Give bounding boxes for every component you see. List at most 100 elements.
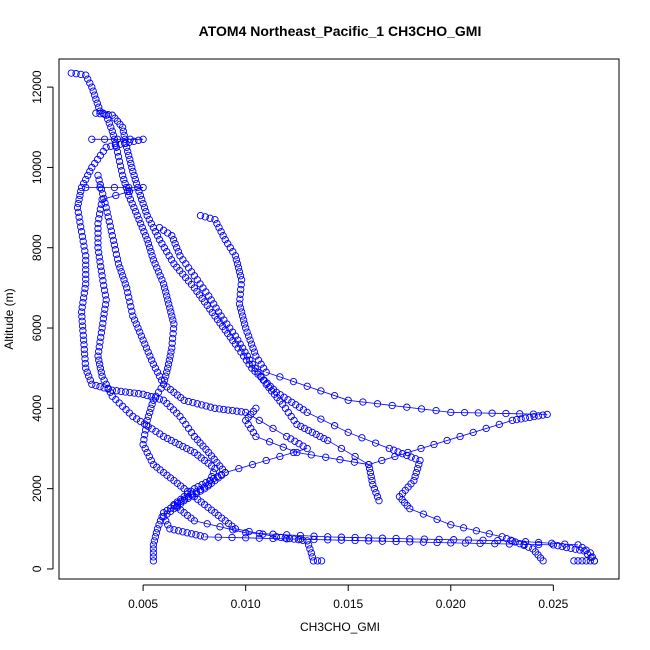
data-point xyxy=(148,252,156,260)
series-layer xyxy=(67,69,599,565)
data-point xyxy=(76,218,84,226)
data-point xyxy=(146,352,154,360)
data-point xyxy=(117,167,126,175)
data-point xyxy=(156,517,165,525)
y-axis-label: Altitude (m) xyxy=(2,288,16,349)
data-point xyxy=(98,272,106,280)
data-point xyxy=(224,406,232,414)
data-point xyxy=(243,352,252,360)
x-tick-label: 0.005 xyxy=(128,597,158,611)
data-point xyxy=(103,208,111,216)
data-point xyxy=(213,219,221,228)
data-point xyxy=(149,541,158,549)
data-point xyxy=(516,410,524,418)
data-point xyxy=(95,248,103,257)
series-connector xyxy=(255,436,298,453)
data-point xyxy=(100,310,108,318)
data-point xyxy=(183,529,191,537)
data-series xyxy=(73,135,599,565)
data-point xyxy=(561,540,569,548)
data-point xyxy=(164,521,172,529)
series-connector xyxy=(409,508,451,526)
data-point xyxy=(112,191,120,200)
data-point xyxy=(170,526,178,534)
data-point xyxy=(164,360,173,368)
data-point xyxy=(81,355,89,363)
data-point xyxy=(139,336,147,344)
data-point xyxy=(330,391,339,400)
data-point xyxy=(82,266,90,274)
data-point xyxy=(120,276,128,284)
data-point xyxy=(116,140,124,148)
data-point xyxy=(81,359,89,368)
data-point xyxy=(162,517,170,525)
data-point xyxy=(228,533,236,542)
data-point xyxy=(308,428,316,437)
data-point xyxy=(142,344,151,352)
data-point xyxy=(86,376,94,384)
data-point xyxy=(169,330,177,338)
data-point xyxy=(269,424,277,433)
data-point xyxy=(78,322,87,330)
data-point xyxy=(229,526,237,534)
data-point xyxy=(508,537,516,545)
data-point xyxy=(118,123,127,131)
data-point xyxy=(193,400,201,408)
data-point xyxy=(131,207,140,216)
data-point xyxy=(136,191,145,200)
data-point xyxy=(236,304,245,312)
data-point xyxy=(259,364,268,372)
y-tick-label: 2000 xyxy=(30,475,44,502)
data-point xyxy=(378,534,387,542)
data-point xyxy=(168,339,176,347)
data-point xyxy=(574,557,582,565)
plot-area xyxy=(58,58,620,580)
data-point xyxy=(134,136,143,144)
data-point xyxy=(254,356,263,364)
data-point xyxy=(180,396,188,404)
data-point xyxy=(498,533,506,541)
data-point xyxy=(153,232,162,240)
data-point xyxy=(155,236,164,244)
data-point xyxy=(167,256,176,264)
data-point xyxy=(167,348,175,356)
data-point xyxy=(117,387,125,396)
data-point xyxy=(162,288,170,296)
data-point xyxy=(80,341,88,349)
data-point xyxy=(136,328,144,336)
data-point xyxy=(513,415,521,424)
data-point xyxy=(104,213,112,221)
data-point xyxy=(494,536,502,545)
series-connector xyxy=(296,452,369,465)
data-point xyxy=(125,187,134,196)
data-point xyxy=(97,329,106,337)
data-point xyxy=(417,444,425,453)
data-point xyxy=(370,485,379,493)
data-point xyxy=(110,241,119,249)
data-point xyxy=(104,384,112,392)
data-point xyxy=(151,364,160,372)
data-point xyxy=(100,286,109,294)
data-point xyxy=(209,474,218,483)
data-point xyxy=(100,110,108,118)
data-point xyxy=(139,390,147,398)
data-point xyxy=(235,268,244,276)
data-point xyxy=(88,163,96,172)
data-point xyxy=(147,356,156,364)
data-point xyxy=(166,525,174,533)
data-point xyxy=(101,199,109,207)
data-point xyxy=(84,171,92,180)
x-axis-label: CH3CHO_GMI xyxy=(300,620,380,634)
data-point xyxy=(130,171,138,180)
data-point xyxy=(280,393,288,401)
data-point xyxy=(77,187,85,196)
data-point xyxy=(151,228,160,236)
data-point xyxy=(167,308,175,316)
data-point xyxy=(76,191,84,200)
data-point xyxy=(535,540,543,549)
data-point xyxy=(179,528,187,536)
data-point xyxy=(152,427,160,436)
data-point xyxy=(133,211,141,220)
data-point xyxy=(202,478,210,487)
data-point xyxy=(215,223,223,232)
